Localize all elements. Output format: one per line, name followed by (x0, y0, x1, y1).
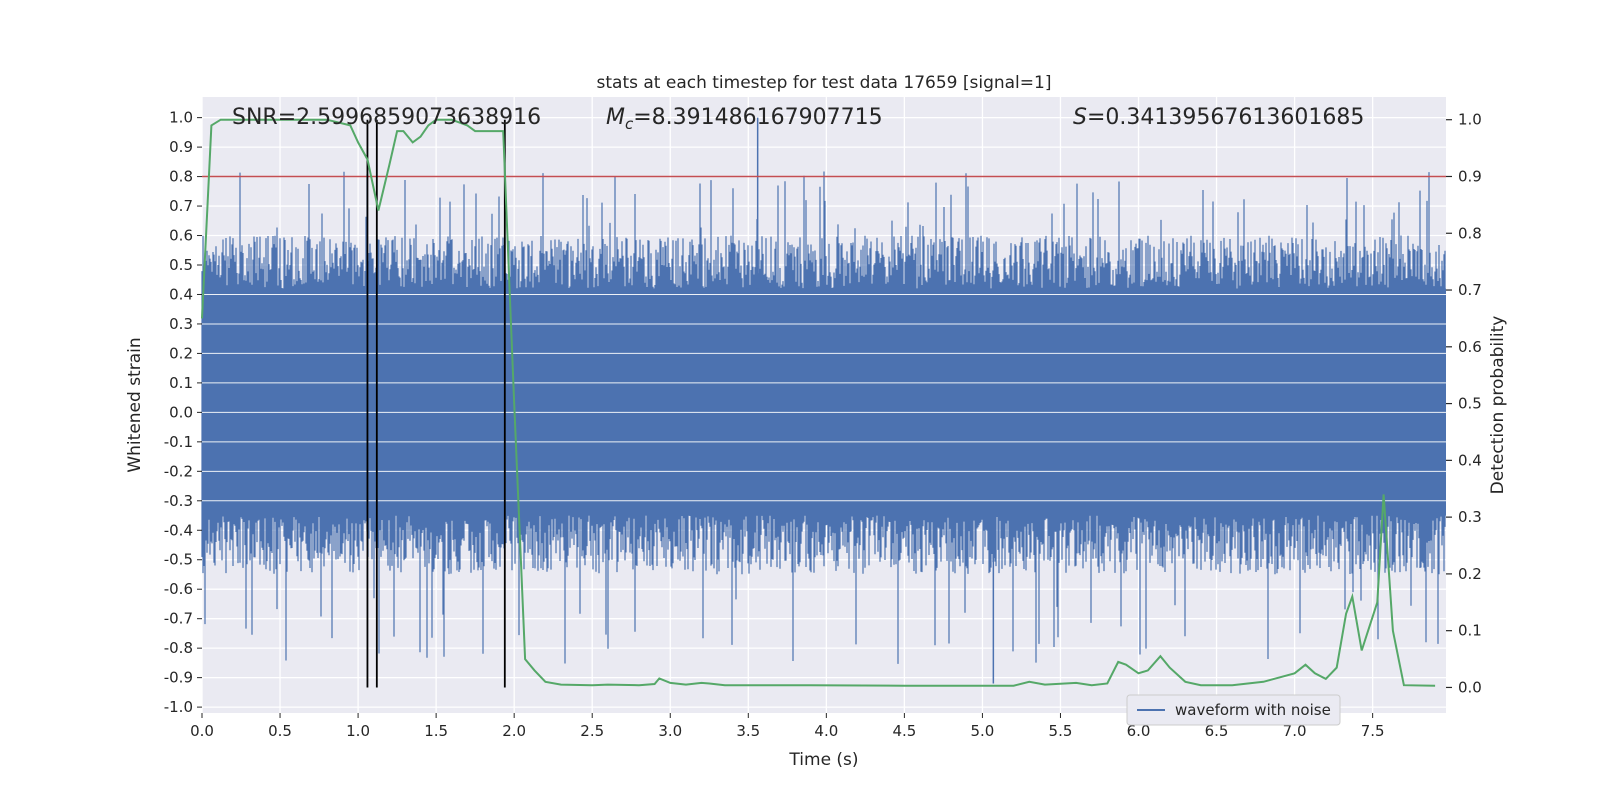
chirp-mass-annotation: Mc=8.391486167907715 (606, 105, 883, 133)
y2-tick-label: 0.9 (1458, 167, 1482, 185)
x-axis-ticks: 0.0 0.5 1.0 1.5 2.0 2.5 3.0 3.5 4.0 4.5 5.0 5.5 6.0 6… (190, 713, 1385, 740)
y-tick-label: 0.7 (169, 197, 193, 215)
waveform-dense-band (202, 288, 1446, 516)
y2-tick-label: 0.4 (1458, 451, 1482, 469)
y-tick-label: -0.1 (164, 433, 193, 451)
s-value: =0.34139567613601685 (1087, 105, 1364, 130)
x-tick-label: 0.5 (268, 722, 292, 740)
y2-tick-label: 0.6 (1458, 338, 1482, 356)
x-tick-label: 3.5 (736, 722, 760, 740)
probability-line (201, 118, 1436, 687)
y-tick-label: -0.7 (164, 610, 193, 628)
y2-axis-ticks: 0.0 0.1 0.2 0.3 0.4 0.5 0.6 0.7 0.8 0.9 1.0 (1446, 111, 1482, 696)
x-tick-label: 6.0 (1127, 722, 1151, 740)
y-tick-label: -0.2 (164, 462, 193, 480)
x-tick-label: 0.0 (190, 722, 214, 740)
y2-tick-label: 1.0 (1458, 111, 1482, 129)
y2-tick-label: 0.0 (1458, 678, 1482, 696)
y-tick-label: -0.3 (164, 492, 193, 510)
x-tick-label: 2.5 (580, 722, 604, 740)
vertical-markers (366, 119, 506, 688)
y2-tick-label: 0.5 (1458, 395, 1482, 413)
x-tick-label: 6.5 (1205, 722, 1229, 740)
y-tick-label: 0.8 (169, 168, 193, 186)
y-tick-label: -1.0 (164, 698, 193, 716)
y-tick-label: 0.6 (169, 227, 193, 245)
y-tick-label: -0.4 (164, 521, 193, 539)
y2-tick-label: 0.1 (1458, 622, 1482, 640)
y-tick-label: 0.4 (169, 285, 193, 303)
x-tick-label: 2.0 (502, 722, 526, 740)
x-tick-label: 1.5 (424, 722, 448, 740)
x-tick-label: 5.0 (970, 722, 994, 740)
x-axis-label: Time (s) (788, 750, 858, 770)
s-symbol: S (1073, 105, 1087, 130)
y-axis-ticks: -1.0 -0.9 -0.8 -0.7 -0.6 -0.5 -0.4 -0.3 -0.2 -0.1… (164, 109, 202, 716)
legend-label-waveform: waveform with noise (1175, 701, 1331, 719)
chirp-mass-symbol: M (606, 105, 625, 130)
x-tick-label: 7.5 (1361, 722, 1385, 740)
y-axis-label: Whitened strain (125, 337, 145, 472)
x-tick-label: 3.0 (658, 722, 682, 740)
detection-probability-series (201, 118, 1436, 687)
y-tick-label: 0.2 (169, 344, 193, 362)
y-tick-label: -0.8 (164, 639, 193, 657)
chart-title: stats at each timestep for test data 176… (597, 73, 1052, 93)
y2-tick-label: 0.2 (1458, 565, 1482, 583)
y-tick-label: 0.0 (169, 403, 193, 421)
x-tick-label: 4.5 (892, 722, 916, 740)
y-tick-label: -0.6 (164, 580, 193, 598)
x-tick-label: 7.0 (1283, 722, 1307, 740)
chirp-mass-value: =8.391486167907715 (633, 105, 882, 130)
y2-tick-label: 0.8 (1458, 224, 1482, 242)
y-tick-label: 1.0 (169, 109, 193, 127)
x-tick-label: 1.0 (346, 722, 370, 740)
y-tick-label: -0.9 (164, 669, 193, 687)
x-tick-label: 4.0 (814, 722, 838, 740)
y2-axis-label: Detection probability (1488, 316, 1508, 495)
y2-tick-label: 0.7 (1458, 281, 1482, 299)
chirp-mass-subscript: c (625, 115, 634, 133)
y-tick-label: -0.5 (164, 551, 193, 569)
y-tick-label: 0.5 (169, 256, 193, 274)
s-annotation: S=0.34139567613601685 (1073, 105, 1364, 130)
legend-box (1126, 694, 1341, 726)
legend: waveform with noise (1126, 694, 1341, 726)
y-tick-label: 0.1 (169, 374, 193, 392)
y2-tick-label: 0.3 (1458, 508, 1482, 526)
y-tick-label: 0.3 (169, 315, 193, 333)
snr-annotation: SNR=2.5996859073638916 (232, 105, 541, 130)
x-tick-label: 5.5 (1049, 722, 1073, 740)
waveform-series (201, 117, 1446, 684)
y-tick-label: 0.9 (169, 138, 193, 156)
